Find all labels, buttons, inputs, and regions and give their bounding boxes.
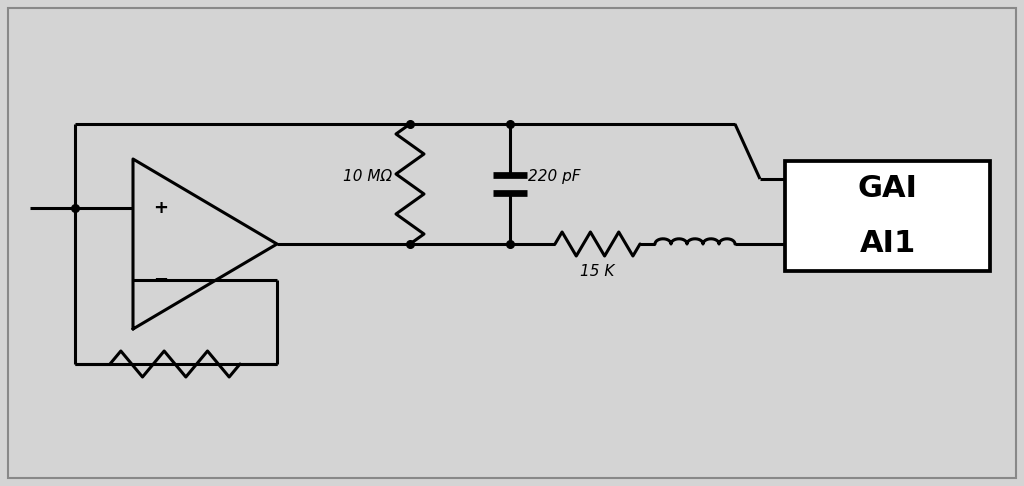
Text: −: −	[153, 271, 168, 289]
Text: AI1: AI1	[859, 229, 915, 258]
Bar	[785, 161, 990, 271]
Text: 220 pF: 220 pF	[528, 169, 581, 184]
Text: 15 K: 15 K	[581, 264, 614, 279]
Text: +: +	[153, 199, 168, 217]
Text: GAI: GAI	[857, 174, 918, 203]
Text: 10 MΩ: 10 MΩ	[343, 169, 392, 184]
